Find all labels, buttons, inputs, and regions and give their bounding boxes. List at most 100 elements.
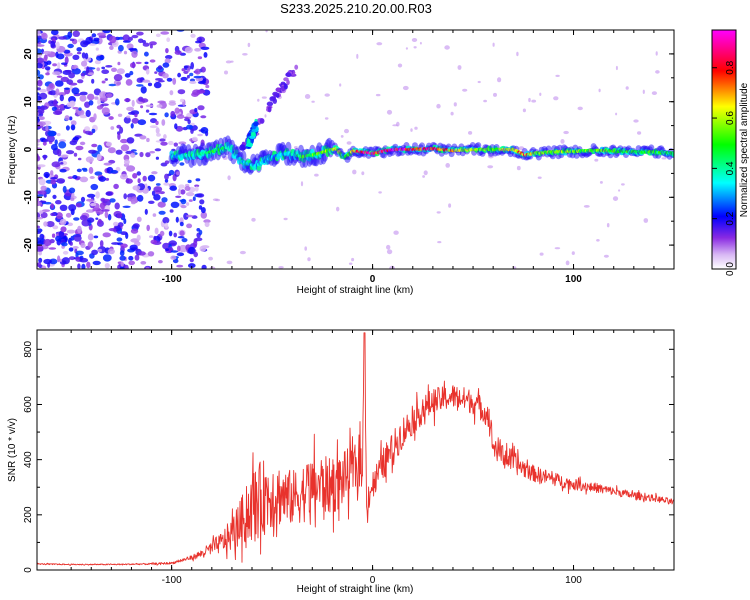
noise-speckle [86,217,95,223]
snr-frame [36,329,675,571]
noise-speckle [324,93,330,97]
noise-speckle [184,46,193,54]
noise-speckle [137,178,141,184]
noise-speckle [37,87,41,91]
noise-speckle [136,77,144,83]
branch-blob [280,81,286,85]
snr-panel: -100 0 100 0 200 400 600 800 Height of straight… [7,329,675,595]
noise-speckle [79,141,86,146]
noise-speckle [180,198,187,205]
noise-speckle [423,170,428,176]
noise-speckle [197,81,206,85]
x-tick-label: -100 [162,274,182,285]
noise-speckle [134,241,141,247]
y-tick-label: -10 [23,190,34,205]
noise-speckle [68,204,77,212]
noise-speckle [88,149,97,154]
noise-speckle [43,238,52,247]
y-tick-label: 10 [23,96,34,108]
noise-speckle [39,88,47,93]
noise-speckle [87,93,95,101]
noise-speckle [356,53,359,59]
noise-speckle [176,114,185,119]
noise-speckle [113,74,123,82]
noise-speckle [311,100,315,103]
noise-speckle [91,128,96,134]
noise-speckle [37,231,42,234]
noise-speckle [43,258,52,265]
noise-speckle [108,83,117,87]
noise-speckle [163,182,170,186]
noise-speckle [90,203,97,207]
noise-speckle [56,212,63,220]
noise-speckle [190,122,195,126]
noise-speckle [436,211,441,214]
noise-speckle [170,250,179,253]
noise-speckle [130,123,134,129]
noise-speckle [84,101,91,108]
noise-speckle [52,225,59,230]
noise-speckle [94,59,101,65]
noise-speckle [146,137,150,143]
noise-speckle [493,92,497,97]
noise-speckle [68,187,76,194]
noise-speckle [655,70,660,74]
noise-speckle [57,149,62,157]
noise-speckle [122,40,131,43]
noise-speckle [120,173,128,180]
noise-speckle [158,210,166,215]
noise-speckle [194,107,198,113]
noise-speckle [598,88,601,93]
noise-speckle [336,206,340,212]
noise-speckle [84,52,89,60]
noise-speckle [81,60,88,67]
noise-speckle [119,255,126,261]
noise-speckle [140,86,147,94]
noise-speckle [164,112,169,118]
noise-speckle [61,62,68,65]
noise-speckle [86,66,90,74]
noise-speckle [77,225,82,234]
noise-speckle [651,91,658,95]
noise-speckle [183,70,189,75]
branch-blob [253,121,259,127]
noise-speckle [180,205,187,209]
colorbar-tick-label: 0.4 [725,161,736,175]
noise-speckle [175,195,182,198]
noise-speckle [185,192,195,197]
noise-speckle [445,163,451,168]
noise-speckle [113,221,119,227]
noise-speckle [137,251,146,256]
noise-speckle [531,99,537,103]
branch-blob [275,87,281,92]
noise-speckle [123,50,128,55]
noise-speckle [156,133,161,137]
noise-speckle [194,48,202,52]
noise-speckle [77,109,85,116]
noise-speckle [304,246,308,251]
noise-speckle [105,177,110,181]
noise-speckle [264,114,267,118]
noise-speckle [126,137,135,144]
noise-speckle [45,72,50,76]
noise-speckle [186,223,193,229]
noise-speckle [164,58,171,64]
noise-speckle [85,109,91,118]
noise-speckle [152,213,157,217]
noise-speckle [183,212,189,220]
noise-speckle [101,80,106,84]
noise-speckle [72,136,80,141]
noise-speckle [76,168,82,173]
noise-speckle [102,30,111,34]
noise-speckle [60,162,64,165]
noise-speckle [52,194,57,199]
noise-speckle [80,72,86,77]
noise-speckle [156,104,163,108]
noise-speckle [94,96,99,100]
noise-speckle [37,111,40,116]
noise-speckle [50,203,55,209]
noise-speckle [149,43,153,49]
noise-speckle [124,159,130,165]
noise-speckle [162,217,170,224]
